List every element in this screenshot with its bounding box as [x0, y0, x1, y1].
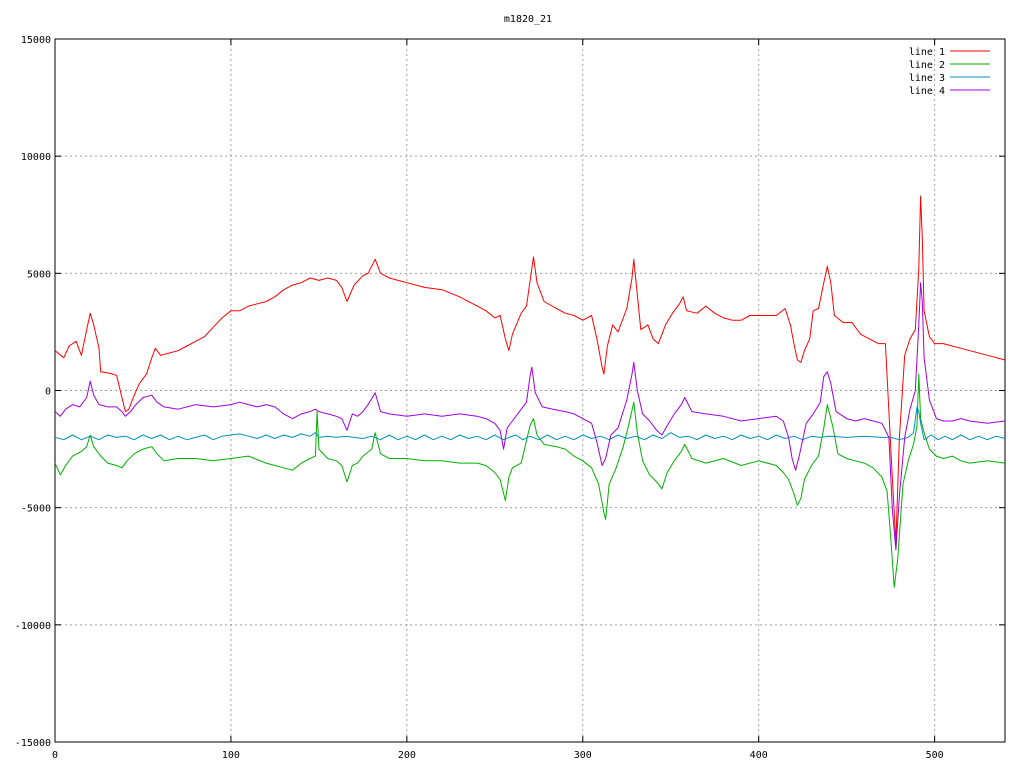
x-tick-label: 100	[222, 750, 240, 761]
series-group	[54, 195, 1006, 588]
y-tick-label: -15000	[15, 738, 51, 749]
series-line-3	[54, 406, 1006, 441]
axis-ticks: -15000 -10000 -5000 0 5000 10000 15000 0 100 200 3…	[15, 35, 1005, 761]
legend-label-1: line 1	[909, 47, 945, 58]
x-tick-label: 400	[750, 750, 768, 761]
legend-label-4: line 4	[909, 86, 945, 97]
grid	[55, 39, 1005, 742]
x-tick-label: 300	[574, 750, 592, 761]
x-tick-label: 500	[926, 750, 944, 761]
y-tick-label: 5000	[27, 269, 51, 280]
legend-label-3: line 3	[909, 73, 945, 84]
series-line-1	[54, 195, 1006, 544]
legend-label-2: line 2	[909, 60, 945, 71]
x-tick-label: 200	[398, 750, 416, 761]
y-tick-label: 15000	[21, 35, 51, 46]
y-tick-label: 10000	[21, 152, 51, 163]
y-tick-label: -10000	[15, 621, 51, 632]
y-tick-label: -5000	[21, 504, 51, 515]
y-tick-label: 0	[45, 387, 51, 398]
chart-title: m1820_21	[504, 14, 552, 25]
series-line-4	[54, 282, 1006, 551]
series-line-2	[54, 373, 1006, 588]
x-tick-label: 0	[52, 750, 58, 761]
legend: line 1 line 2 line 3 line 4	[909, 47, 990, 97]
